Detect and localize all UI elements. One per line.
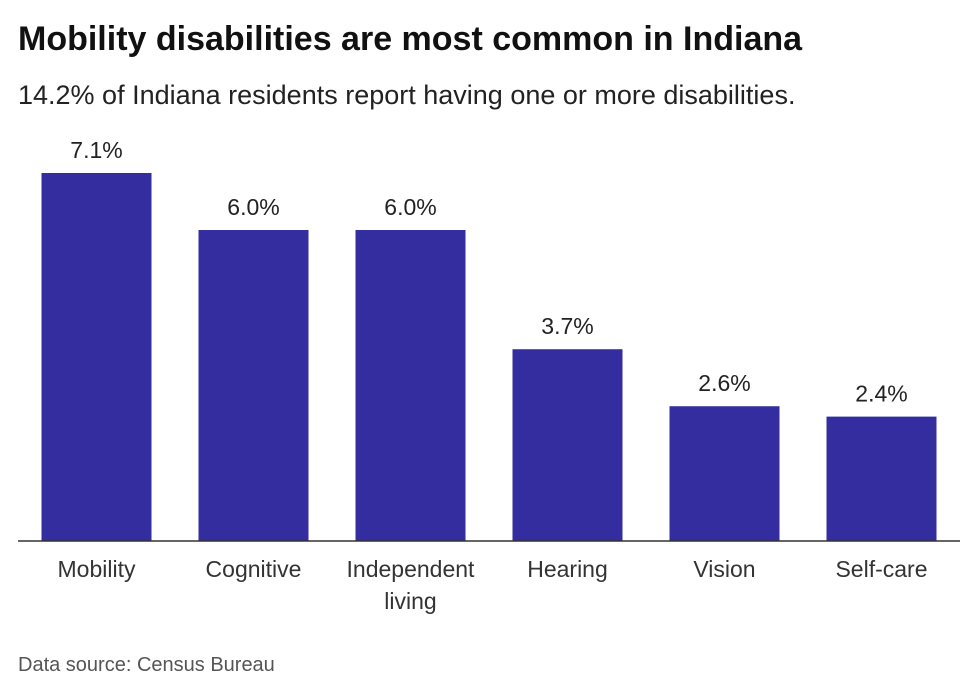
bar <box>355 230 466 541</box>
x-tick-label-line: Self-care <box>835 556 927 582</box>
data-label: 3.7% <box>541 313 593 339</box>
data-source: Data source: Census Bureau <box>18 654 275 676</box>
x-tick-label-line: living <box>384 588 436 614</box>
bar <box>669 406 780 541</box>
x-tick-label-line: Independent <box>347 556 476 582</box>
bar <box>826 416 937 541</box>
chart-title: Mobility disabilities are most common in… <box>18 20 803 58</box>
x-tick-label-line: Vision <box>693 556 755 582</box>
x-tick-label-line: Cognitive <box>206 556 302 582</box>
data-label: 6.0% <box>384 194 436 220</box>
x-tick-label-line: Mobility <box>58 556 136 582</box>
bar <box>41 173 152 541</box>
x-tick-label: Self-care <box>835 556 927 582</box>
x-tick-label: Independent living <box>347 556 476 614</box>
data-label: 6.0% <box>227 194 279 220</box>
data-label: 2.4% <box>855 381 907 407</box>
data-label: 7.1% <box>70 137 122 163</box>
data-label: 2.6% <box>698 370 750 396</box>
x-tick-label-line: Hearing <box>527 556 608 582</box>
x-tick-label: Cognitive <box>206 556 302 582</box>
x-tick-label: Vision <box>693 556 755 582</box>
bar <box>512 349 623 541</box>
bar-chart: 7.1% Mobility 6.0% Cognitive 6.0% Independent… <box>18 137 960 614</box>
x-tick-label: Mobility <box>58 556 136 582</box>
bar <box>198 230 309 541</box>
x-tick-label: Hearing <box>527 556 608 582</box>
chart-subtitle: 14.2% of Indiana residents report having… <box>18 80 796 110</box>
